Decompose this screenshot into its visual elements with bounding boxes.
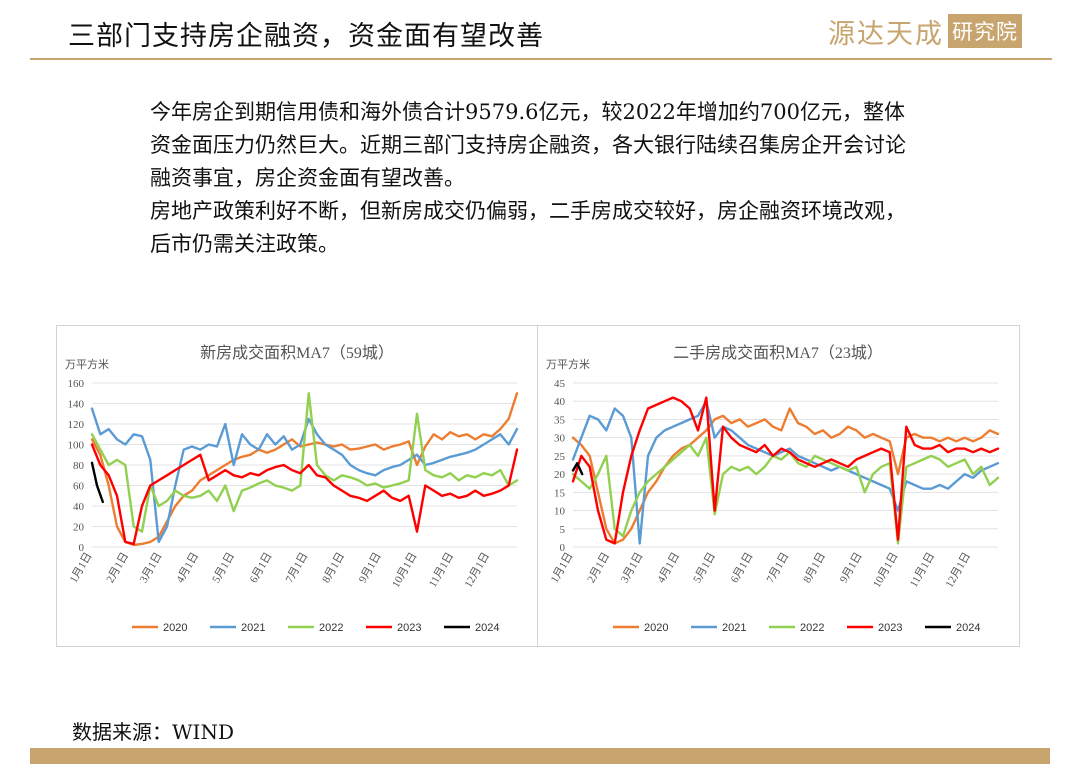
summary-paragraph-2: 房地产政策利好不断，但新房成交仍偏弱，二手房成交较好，房企融资环境改观，后市仍需…	[150, 199, 906, 256]
legend-label-2022: 2022	[800, 622, 824, 634]
x-tick-label: 4月1日	[655, 551, 682, 586]
x-tick-label: 12月1日	[943, 551, 973, 590]
y-tick-label: 30	[554, 433, 566, 445]
x-tick-label: 12月1日	[462, 551, 492, 590]
logo-sub-text: 研究院	[948, 14, 1022, 48]
chart-unit-label: 万平方米	[546, 357, 590, 371]
y-tick-label: 10	[554, 506, 566, 518]
series-line-2023	[90, 443, 519, 546]
x-tick-label: 3月1日	[619, 551, 646, 586]
chart-unit-label: 万平方米	[65, 357, 109, 371]
legend-label-2022: 2022	[319, 622, 343, 634]
y-tick-label: 20	[554, 469, 566, 481]
second-hand-chart: 二手房成交面积MA7（23城） 万平方米 0 5 10 15 20 25 30 35 40 45 1月1…	[537, 325, 1020, 647]
y-tick-label: 15	[554, 487, 566, 499]
legend-label-2024: 2024	[956, 622, 980, 634]
y-tick-label: 5	[560, 524, 566, 536]
x-tick-label: 3月1日	[138, 551, 165, 586]
legend-label-2024: 2024	[475, 622, 499, 634]
x-tick-label: 2月1日	[104, 551, 131, 586]
y-tick-label: 40	[554, 396, 566, 408]
legend-label-2020: 2020	[644, 622, 668, 634]
second-hand-chart-svg: 二手房成交面积MA7（23城） 万平方米 0 5 10 15 20 25 30 35 40 45 1月1…	[546, 344, 1000, 634]
x-tick-label: 10月1日	[871, 551, 901, 590]
y-tick-label: 35	[554, 414, 566, 426]
footer-bar	[30, 748, 1050, 764]
y-tick-label: 40	[73, 501, 85, 513]
x-tick-label: 9月1日	[838, 551, 865, 586]
y-tick-label: 160	[68, 378, 85, 390]
series-line-2020	[571, 407, 1000, 545]
y-tick-label: 0	[560, 542, 566, 554]
y-tick-label: 120	[68, 419, 85, 431]
series-line-2022	[90, 392, 519, 533]
x-tick-label: 11月1日	[427, 551, 456, 590]
x-tick-label: 6月1日	[248, 551, 275, 586]
x-tick-label: 7月1日	[284, 551, 311, 586]
new-home-chart-svg: 新房成交面积MA7（59城） 万平方米 0 20 40 60 80 100 120 140 160 1…	[65, 344, 519, 634]
new-home-chart: 新房成交面积MA7（59城） 万平方米 0 20 40 60 80 100 120 140 160 1…	[56, 325, 539, 647]
y-tick-label: 25	[554, 451, 566, 463]
data-source: 数据来源：WIND	[72, 720, 234, 744]
legend-label-2023: 2023	[878, 622, 902, 634]
legend-label-2020: 2020	[163, 622, 187, 634]
series-line-2022	[571, 436, 1000, 545]
company-logo: 源达天成 研究院	[828, 12, 1022, 50]
y-tick-label: 0	[79, 542, 85, 554]
x-tick-label: 11月1日	[908, 551, 937, 590]
x-tick-label: 7月1日	[765, 551, 792, 586]
x-tick-label: 10月1日	[390, 551, 420, 590]
x-tick-label: 2月1日	[585, 551, 612, 586]
y-tick-label: 140	[68, 399, 85, 411]
x-tick-label: 8月1日	[320, 551, 347, 586]
page-title: 三部门支持房企融资，资金面有望改善	[68, 21, 544, 52]
summary-paragraph-1: 今年房企到期信用债和海外债合计9579.6亿元，较2022年增加约700亿元，整…	[150, 100, 906, 190]
legend-label-2021: 2021	[722, 622, 746, 634]
header-divider	[30, 58, 1052, 60]
series-line-2024	[90, 461, 104, 504]
x-tick-label: 1月1日	[549, 551, 576, 586]
x-tick-label: 5月1日	[210, 551, 237, 586]
chart-title: 二手房成交面积MA7（23城）	[673, 344, 883, 362]
y-tick-label: 60	[73, 481, 85, 493]
x-tick-label: 6月1日	[729, 551, 756, 586]
series-line-2023	[571, 396, 1000, 545]
y-tick-label: 100	[68, 440, 85, 452]
x-tick-label: 8月1日	[801, 551, 828, 586]
y-tick-label: 20	[73, 522, 85, 534]
x-tick-label: 1月1日	[68, 551, 95, 586]
legend-label-2023: 2023	[397, 622, 421, 634]
chart-title: 新房成交面积MA7（59城）	[200, 344, 394, 362]
logo-main-text: 源达天成	[828, 18, 944, 50]
legend-label-2021: 2021	[241, 622, 265, 634]
x-tick-label: 5月1日	[691, 551, 718, 586]
y-tick-label: 45	[554, 378, 566, 390]
x-tick-label: 4月1日	[174, 551, 201, 586]
summary-text: 今年房企到期信用债和海外债合计9579.6亿元，较2022年增加约700亿元，整…	[150, 96, 920, 261]
series-line-2024	[571, 461, 584, 476]
y-tick-label: 80	[73, 460, 85, 472]
x-tick-label: 9月1日	[357, 551, 384, 586]
